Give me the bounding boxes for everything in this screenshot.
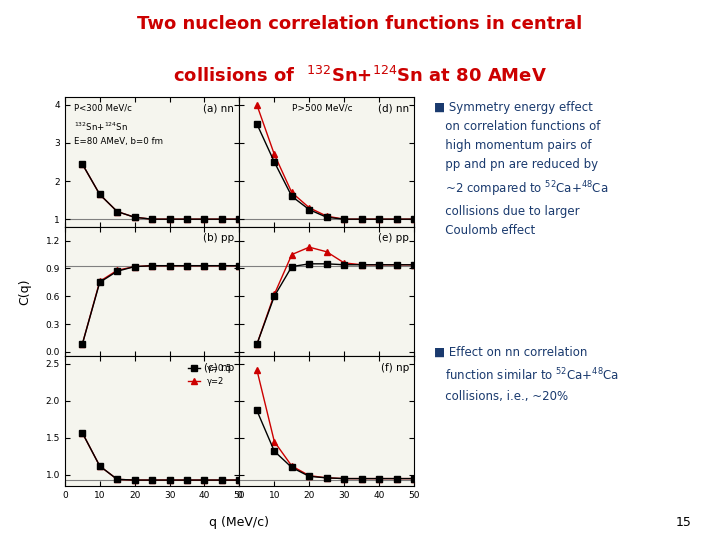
Text: E=80 AMeV, b=0 fm: E=80 AMeV, b=0 fm bbox=[73, 137, 163, 146]
Text: P>500 MeV/c: P>500 MeV/c bbox=[292, 104, 352, 113]
Text: ■ Symmetry energy effect
   on correlation functions of
   high momentum pairs o: ■ Symmetry energy effect on correlation … bbox=[434, 101, 608, 237]
Text: (f) np: (f) np bbox=[380, 363, 409, 373]
Text: Two nucleon correlation functions in central: Two nucleon correlation functions in cen… bbox=[138, 15, 582, 33]
Text: $^{132}$Sn+$^{124}$Sn: $^{132}$Sn+$^{124}$Sn bbox=[73, 120, 127, 133]
Text: (a) nn: (a) nn bbox=[203, 104, 234, 114]
Legend: γ=0.5, γ=2: γ=0.5, γ=2 bbox=[184, 361, 235, 389]
Text: 15: 15 bbox=[675, 516, 691, 529]
Text: ■ Effect on nn correlation
   function similar to $^{52}$Ca+$^{48}$Ca
   collisi: ■ Effect on nn correlation function simi… bbox=[434, 346, 619, 403]
Text: P<300 MeV/c: P<300 MeV/c bbox=[73, 104, 132, 113]
Text: (b) pp: (b) pp bbox=[203, 233, 234, 244]
Text: (e) pp: (e) pp bbox=[378, 233, 409, 244]
Text: C(q): C(q) bbox=[19, 278, 32, 305]
Text: (d) nn: (d) nn bbox=[377, 104, 409, 114]
Text: q (MeV/c): q (MeV/c) bbox=[210, 516, 269, 529]
Text: (c) np: (c) np bbox=[204, 363, 234, 373]
Text: collisions of  $^{132}$Sn+$^{124}$Sn at 80 AMeV: collisions of $^{132}$Sn+$^{124}$Sn at 8… bbox=[173, 66, 547, 86]
